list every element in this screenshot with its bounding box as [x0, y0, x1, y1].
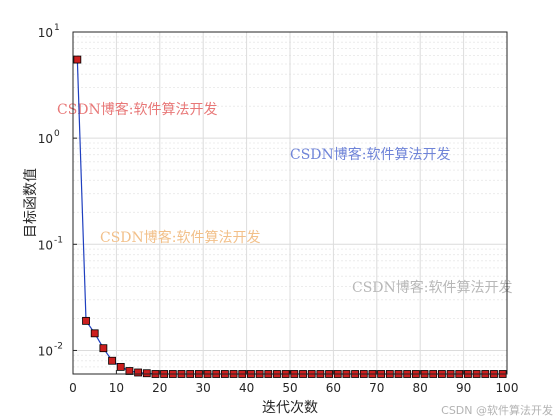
x-tick-label: 80 — [413, 381, 428, 395]
watermark-text: CSDN博客:软件算法开发 — [352, 279, 513, 296]
data-point — [142, 369, 151, 378]
watermarks: CSDN博客:软件算法开发 CSDN博客:软件算法开发 CSDN博客:软件算法开… — [57, 101, 513, 296]
x-tick-label: 30 — [196, 381, 211, 395]
y-tick-label: 10 — [38, 132, 53, 146]
x-tick-label: 0 — [69, 381, 77, 395]
x-tick-label: 50 — [282, 381, 297, 395]
data-point — [99, 344, 108, 353]
y-tick-label: 10 — [38, 344, 53, 358]
watermark-text: CSDN博客:软件算法开发 — [290, 146, 451, 163]
x-tick-label: 10 — [109, 381, 124, 395]
watermark-text: CSDN博客:软件算法开发 — [57, 101, 218, 118]
watermark-text: CSDN博客:软件算法开发 — [100, 229, 261, 246]
x-tick-label: 40 — [239, 381, 254, 395]
y-tick-exponent: 1 — [54, 23, 60, 33]
y-tick-label: 10 — [38, 26, 53, 40]
data-point — [125, 367, 134, 375]
data-point — [90, 329, 99, 338]
data-point — [108, 356, 116, 365]
y-tick-exponent: -1 — [54, 235, 63, 245]
data-point — [134, 368, 143, 377]
data-point — [73, 55, 82, 64]
y-tick-exponent: 0 — [54, 129, 60, 139]
credit-text: CSDN @软件算法开发 — [441, 403, 553, 417]
data-point — [82, 316, 90, 325]
y-axis-label: 目标函数值 — [23, 168, 39, 238]
x-tick-label: 100 — [496, 381, 519, 395]
data-point — [116, 362, 125, 371]
grid — [72, 31, 508, 374]
x-tick-label: 70 — [369, 381, 384, 395]
y-tick-exponent: -2 — [54, 341, 63, 351]
y-tick-label: 10 — [38, 238, 53, 252]
x-tick-label: 90 — [456, 381, 471, 395]
x-axis-label: 迭代次数 — [262, 400, 318, 416]
x-tick-label: 60 — [326, 381, 341, 395]
x-tick-labels: 0 10 20 30 40 50 60 70 80 90 100 — [69, 370, 518, 395]
x-tick-label: 20 — [152, 381, 167, 395]
